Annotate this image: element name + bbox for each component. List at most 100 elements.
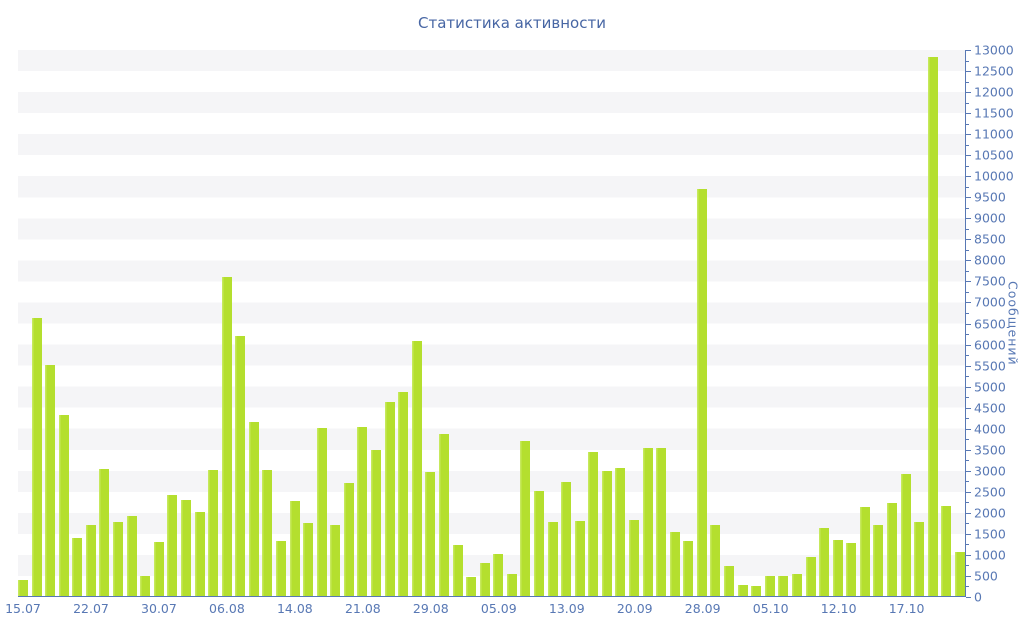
x-tick-label: 05.09: [480, 601, 517, 616]
bar-63[interactable]: [873, 525, 884, 596]
y-major-tick: [966, 71, 971, 73]
bar-24[interactable]: [343, 483, 354, 596]
bar-29[interactable]: [411, 341, 422, 596]
bar-37[interactable]: [520, 441, 531, 596]
y-tick-label: 11000: [974, 126, 1014, 142]
y-major-tick: [966, 512, 971, 514]
bar-5[interactable]: [85, 525, 96, 596]
bar-11[interactable]: [167, 495, 178, 596]
y-major-tick: [966, 449, 971, 451]
y-major-tick: [966, 302, 971, 304]
y-tick-label: 500: [974, 568, 998, 584]
bar-46[interactable]: [642, 448, 653, 596]
bar-44[interactable]: [615, 467, 626, 596]
bar-21[interactable]: [303, 523, 314, 596]
y-minor-tick: [966, 144, 969, 146]
bar-69[interactable]: [954, 552, 965, 596]
bar-58[interactable]: [805, 556, 816, 596]
bar-10[interactable]: [153, 542, 164, 596]
y-major-tick: [966, 365, 971, 367]
bar-7[interactable]: [113, 522, 124, 596]
bar-56[interactable]: [778, 575, 789, 596]
bar-50[interactable]: [696, 188, 707, 596]
y-minor-tick: [966, 249, 969, 251]
bar-33[interactable]: [466, 576, 477, 596]
bar-35[interactable]: [493, 554, 504, 596]
bar-17[interactable]: [248, 422, 259, 596]
y-tick-label: 6500: [974, 316, 1006, 331]
bar-67[interactable]: [927, 57, 938, 596]
y-minor-tick: [966, 439, 969, 441]
bar-31[interactable]: [438, 433, 449, 596]
bar-6[interactable]: [99, 469, 110, 596]
bar-8[interactable]: [126, 515, 137, 596]
x-tick-label: 20.09: [616, 601, 653, 616]
bar-23[interactable]: [330, 525, 341, 596]
bar-39[interactable]: [547, 521, 558, 596]
bar-62[interactable]: [859, 506, 870, 596]
bar-0[interactable]: [18, 580, 28, 596]
y-tick-label: 12500: [974, 63, 1014, 79]
bar-12[interactable]: [180, 500, 191, 596]
bar-38[interactable]: [533, 491, 544, 596]
bar-27[interactable]: [384, 402, 395, 596]
bar-28[interactable]: [398, 392, 409, 596]
x-tick-label: 13.09: [548, 601, 585, 616]
y-minor-tick: [966, 165, 969, 167]
bar-18[interactable]: [262, 470, 273, 596]
bar-49[interactable]: [683, 541, 694, 596]
bar-64[interactable]: [887, 503, 897, 596]
y-tick-label: 11500: [974, 105, 1014, 121]
bar-54[interactable]: [751, 586, 762, 596]
bar-4[interactable]: [72, 538, 83, 596]
bar-55[interactable]: [764, 575, 775, 596]
bar-14[interactable]: [208, 470, 219, 596]
bar-36[interactable]: [506, 574, 517, 596]
bar-13[interactable]: [194, 512, 205, 596]
y-tick-label: 10000: [974, 168, 1014, 184]
bar-20[interactable]: [289, 500, 300, 596]
bar-45[interactable]: [629, 519, 640, 596]
bar-42[interactable]: [588, 451, 599, 596]
bar-34[interactable]: [479, 562, 490, 596]
bar-53[interactable]: [737, 584, 748, 596]
bar-40[interactable]: [561, 481, 572, 596]
bar-68[interactable]: [941, 506, 952, 596]
y-minor-tick: [966, 207, 969, 209]
bar-52[interactable]: [724, 565, 735, 596]
bar-9[interactable]: [140, 575, 151, 596]
bar-19[interactable]: [275, 541, 286, 596]
y-major-tick: [966, 176, 971, 178]
bar-61[interactable]: [846, 543, 857, 596]
bar-47[interactable]: [656, 448, 667, 596]
y-major-tick: [966, 491, 971, 493]
bar-1[interactable]: [31, 318, 42, 596]
x-tick-label: 22.07: [73, 601, 109, 616]
bar-25[interactable]: [357, 427, 368, 596]
y-minor-tick: [966, 502, 969, 504]
bar-51[interactable]: [710, 525, 721, 596]
bar-57[interactable]: [791, 574, 802, 596]
bar-22[interactable]: [316, 428, 327, 596]
y-major-tick: [966, 134, 971, 136]
bar-26[interactable]: [371, 449, 382, 596]
y-minor-tick: [966, 586, 969, 588]
y-tick-label: 9000: [974, 210, 1006, 226]
y-minor-tick: [966, 523, 969, 525]
y-tick-label: 5000: [974, 379, 1006, 395]
bar-48[interactable]: [669, 531, 680, 596]
y-minor-tick: [966, 460, 969, 462]
bar-43[interactable]: [601, 470, 612, 596]
bar-15[interactable]: [221, 277, 232, 596]
bar-3[interactable]: [58, 414, 69, 596]
bar-60[interactable]: [832, 540, 843, 596]
bar-65[interactable]: [900, 473, 911, 596]
bar-16[interactable]: [235, 336, 246, 596]
bar-41[interactable]: [574, 520, 585, 596]
bar-66[interactable]: [914, 521, 925, 596]
bar-2[interactable]: [45, 365, 56, 596]
bar-30[interactable]: [425, 471, 436, 596]
bar-59[interactable]: [819, 528, 830, 596]
bar-32[interactable]: [452, 544, 463, 596]
y-minor-tick: [966, 270, 969, 272]
